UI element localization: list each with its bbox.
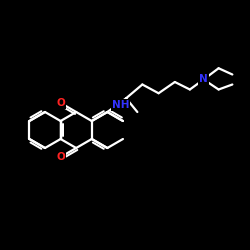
Text: O: O [56,98,65,108]
Text: N: N [199,74,208,85]
Text: NH: NH [112,100,129,110]
Text: O: O [56,152,65,162]
